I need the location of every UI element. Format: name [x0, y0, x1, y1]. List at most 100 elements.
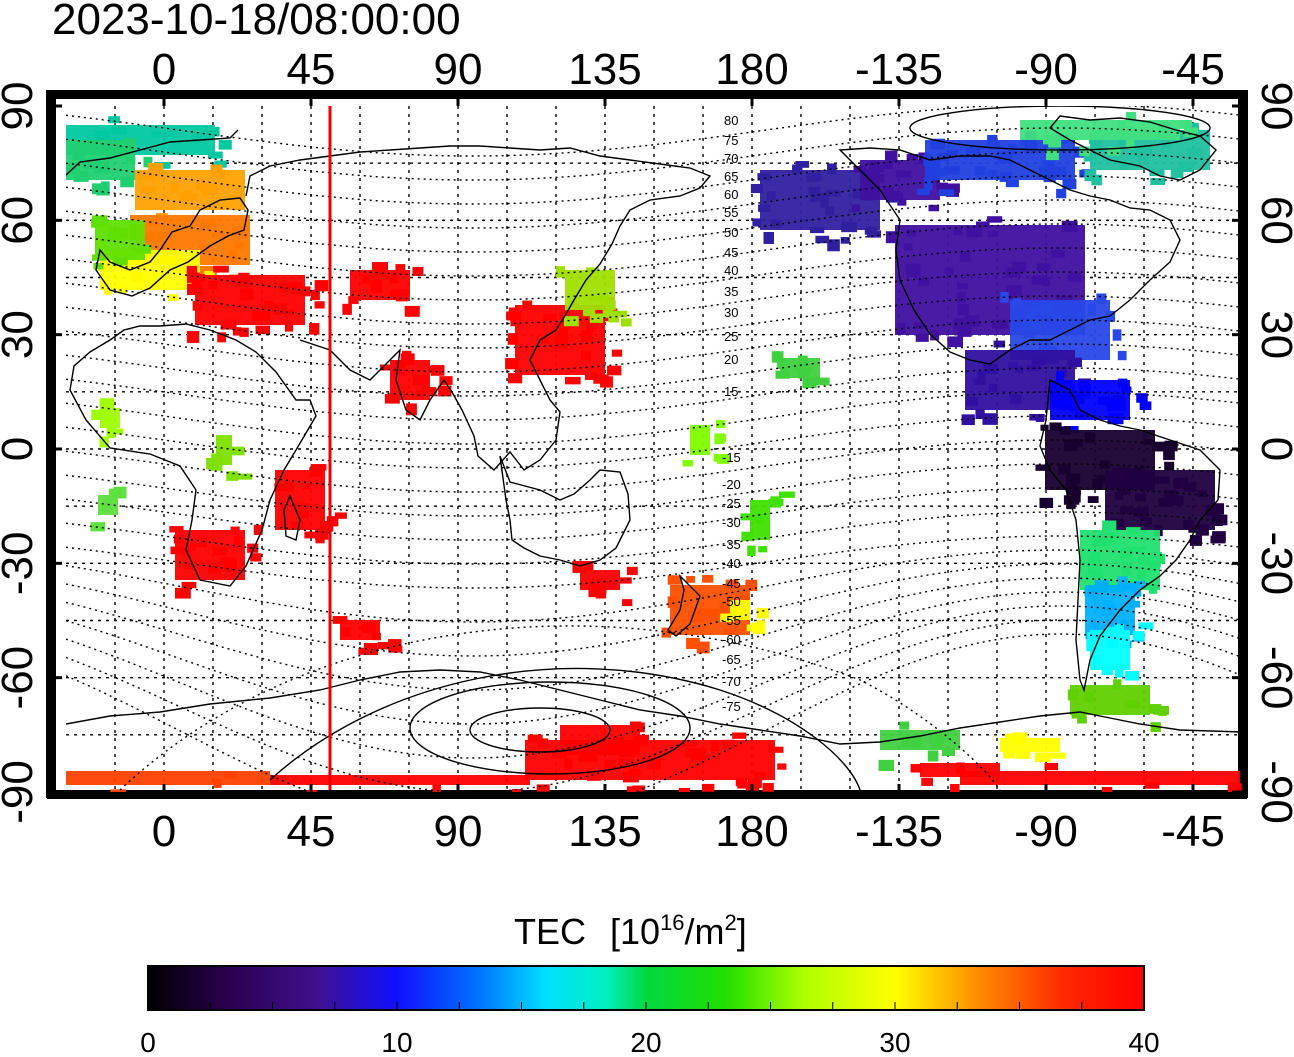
tec-cell: [1049, 422, 1062, 431]
tec-cell: [372, 279, 382, 287]
tec-cell: [906, 154, 919, 161]
right-lat-tick-label: 90: [1252, 82, 1294, 131]
colorbar-tick-label: 20: [630, 1027, 661, 1057]
tec-cell: [1077, 717, 1087, 724]
bottom-axis-bar: [46, 790, 1248, 798]
tec-cell: [588, 321, 599, 329]
contour-label: 60: [724, 187, 738, 202]
tec-cell: [304, 531, 321, 539]
top-lon-tick-label: 180: [715, 45, 788, 94]
tec-cell: [1112, 329, 1122, 341]
tec-cell: [214, 160, 227, 168]
tec-cell: [1096, 293, 1107, 304]
tec-cell: [626, 566, 638, 576]
tec-cell: [580, 330, 593, 342]
tec-cell: [867, 230, 882, 238]
tec-cell: [552, 748, 567, 759]
top-longitude-ticks: 0 45 90 135 180 -135 -90 -45: [152, 45, 1225, 106]
contour-label: -35: [722, 537, 741, 552]
contour-label: -20: [722, 477, 741, 492]
tec-cell: [629, 721, 642, 730]
tec-cell: [1041, 276, 1051, 287]
tec-cell: [110, 789, 127, 792]
tec-cell: [1183, 482, 1197, 492]
tec-cell: [93, 263, 104, 270]
tec-cell: [747, 545, 756, 556]
tec-cell: [527, 734, 543, 743]
tec-cell: [923, 154, 933, 167]
tec-cell: [869, 161, 880, 171]
tec-cell: [1133, 580, 1146, 588]
contour-label: 70: [724, 151, 738, 166]
tec-cell: [507, 373, 523, 384]
tec-cell: [213, 779, 222, 788]
tec-cell: [203, 184, 218, 195]
tec-cell: [588, 293, 605, 301]
tec-cell: [1043, 170, 1056, 183]
tec-cell: [957, 304, 969, 316]
tec-cell: [226, 471, 239, 481]
tec-cell: [953, 227, 963, 236]
tec-cell: [564, 758, 573, 771]
tec-cell: [536, 784, 550, 792]
tec-cell: [766, 191, 776, 201]
tec-cell: [583, 309, 596, 317]
tec-cell: [1125, 111, 1137, 123]
contour-line: [66, 199, 1242, 253]
tec-cell: [983, 364, 998, 374]
tec-cell: [1011, 261, 1027, 273]
tec-cell: [310, 289, 320, 301]
tec-cell: [220, 319, 237, 330]
contour-line: [66, 247, 1242, 301]
contour-line: [66, 439, 1242, 493]
tec-cell: [181, 581, 197, 589]
tec-cell: [98, 504, 113, 513]
tec-cell: [1127, 546, 1144, 554]
tec-cell: [191, 278, 200, 290]
contour-label: -40: [722, 556, 741, 571]
tec-cell: [735, 777, 748, 787]
bottom-lon-tick-label: 135: [568, 807, 641, 856]
tec-cell: [987, 134, 998, 146]
contour-line: [269, 667, 861, 791]
tec-cell: [564, 376, 581, 385]
tec-cell: [108, 116, 120, 124]
tec-cell: [938, 189, 954, 197]
tec-cell: [405, 403, 417, 416]
bottom-lon-tick-label: -135: [855, 807, 943, 856]
tec-cell: [682, 740, 697, 747]
tec-cell: [1189, 535, 1202, 546]
tec-cell: [179, 193, 193, 201]
tec-cell: [111, 125, 127, 135]
tec-cell: [285, 482, 294, 492]
tec-cell: [194, 274, 205, 283]
top-lon-tick-label: 90: [434, 45, 483, 94]
tec-cell: [1118, 126, 1135, 138]
tec-cell: [142, 173, 155, 180]
tec-cell: [250, 553, 262, 562]
tec-patch: [1020, 120, 1180, 140]
tec-cell: [825, 190, 841, 197]
tec-cell: [752, 218, 762, 227]
tec-cell: [1034, 752, 1051, 763]
tec-cell: [1152, 441, 1168, 452]
tec-cell: [389, 271, 399, 284]
tec-cell: [1115, 471, 1125, 480]
tec-cell: [796, 364, 813, 372]
tec-patch: [960, 771, 1240, 785]
tec-cell: [348, 296, 359, 304]
tec-cell: [917, 278, 930, 287]
tec-cell: [698, 608, 710, 619]
tec-cell: [701, 783, 715, 792]
tec-cell: [298, 509, 310, 519]
right-lat-tick-label: -90: [1252, 760, 1294, 824]
tec-cell: [957, 324, 972, 337]
tec-cell: [1120, 506, 1134, 514]
tec-cell: [1039, 304, 1054, 316]
tec-cell: [914, 322, 925, 329]
tec-cell: [1061, 220, 1078, 233]
tec-cell: [897, 198, 907, 206]
tec-cell: [1114, 623, 1124, 636]
tec-cell: [309, 323, 320, 335]
left-lat-tick-label: -30: [0, 532, 42, 596]
